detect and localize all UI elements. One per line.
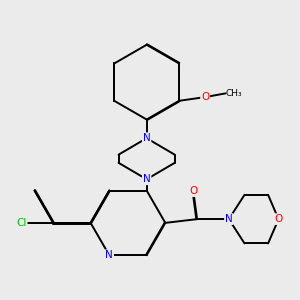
Text: O: O (274, 214, 283, 224)
Text: N: N (105, 250, 113, 260)
Text: N: N (143, 174, 151, 184)
Text: Cl: Cl (16, 218, 27, 228)
Text: CH₃: CH₃ (226, 89, 242, 98)
Text: N: N (225, 214, 233, 224)
Text: N: N (143, 133, 151, 143)
Text: O: O (201, 92, 209, 102)
Text: O: O (189, 186, 197, 196)
